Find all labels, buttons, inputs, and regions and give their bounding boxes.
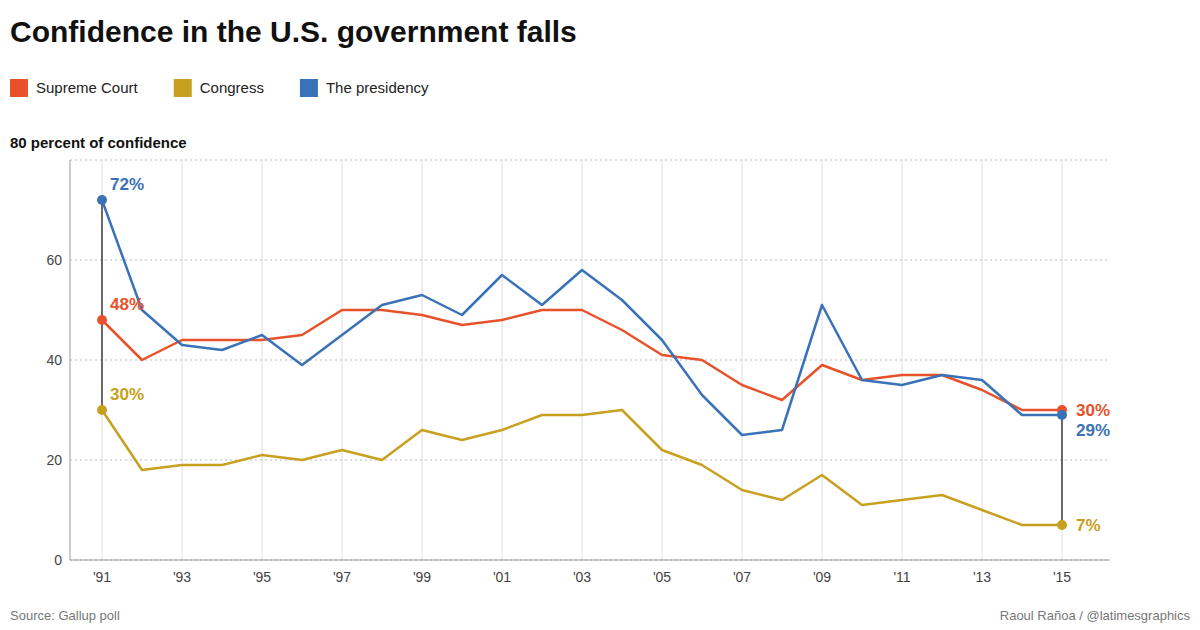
x-axis-line bbox=[70, 560, 1110, 561]
y-tick-label: 20 bbox=[46, 452, 62, 468]
x-tick-label: '07 bbox=[733, 569, 751, 585]
x-tick-label: '97 bbox=[333, 569, 351, 585]
data-label: 29% bbox=[1076, 421, 1110, 440]
series-line bbox=[102, 200, 1062, 435]
end-point bbox=[97, 195, 107, 205]
series-line bbox=[102, 410, 1062, 525]
data-label: 30% bbox=[1076, 401, 1110, 420]
legend-swatch bbox=[174, 79, 192, 97]
x-tick-label: '11 bbox=[893, 569, 910, 585]
range-connector bbox=[101, 200, 102, 410]
y-grid-line bbox=[70, 460, 1110, 461]
y-grid-line bbox=[70, 560, 1110, 561]
x-grid-line bbox=[102, 160, 103, 560]
x-tick-label: '15 bbox=[1053, 569, 1071, 585]
legend-label: Supreme Court bbox=[36, 79, 139, 96]
end-point bbox=[1057, 520, 1067, 530]
legend: Supreme Court Congress The presidency bbox=[10, 79, 429, 97]
data-label: 7% bbox=[1076, 516, 1101, 535]
data-label: 30% bbox=[110, 385, 144, 404]
x-tick-label: '93 bbox=[173, 569, 191, 585]
y-tick-label: 40 bbox=[46, 352, 62, 368]
source: Source: Gallup poll bbox=[10, 608, 120, 623]
credit: Raoul Rañoa / @latimesgraphics bbox=[1000, 608, 1191, 623]
x-tick-label: '99 bbox=[413, 569, 431, 585]
end-point bbox=[97, 405, 107, 415]
x-tick-label: '05 bbox=[653, 569, 671, 585]
title: Confidence in the U.S. government falls bbox=[10, 15, 577, 48]
x-tick-label: '01 bbox=[493, 569, 511, 585]
y-range-top bbox=[70, 160, 1110, 161]
series-line bbox=[102, 310, 1062, 410]
y-tick-label: 0 bbox=[54, 552, 62, 568]
y-tick-label: 60 bbox=[46, 252, 62, 268]
end-point bbox=[97, 315, 107, 325]
legend-label: The presidency bbox=[326, 79, 429, 96]
x-tick-label: '13 bbox=[973, 569, 991, 585]
x-tick-label: '95 bbox=[253, 569, 271, 585]
y-grid-line bbox=[70, 360, 1110, 361]
plot-area bbox=[97, 195, 1067, 530]
grid bbox=[70, 160, 1110, 560]
legend-swatch bbox=[10, 79, 28, 97]
legend-label: Congress bbox=[200, 79, 264, 96]
x-tick-label: '03 bbox=[573, 569, 591, 585]
data-labels: 48%30%72%30%29%7% bbox=[110, 175, 1110, 535]
data-label: 72% bbox=[110, 175, 144, 194]
x-tick-label: '09 bbox=[813, 569, 831, 585]
legend-swatch bbox=[300, 79, 318, 97]
range-connector bbox=[1061, 410, 1062, 525]
data-label: 48% bbox=[110, 295, 144, 314]
y-axis-label: 80 percent of confidence bbox=[10, 134, 187, 151]
y-axis-line bbox=[70, 160, 71, 560]
ticks: 0 20 40 60 '91 '93 '95 '97 '99 '01 '03 '05 '07 '09 '11… bbox=[46, 252, 1071, 585]
end-point bbox=[1057, 410, 1067, 420]
x-tick-label: '91 bbox=[93, 569, 111, 585]
chart: Confidence in the U.S. government falls S… bbox=[0, 0, 1200, 630]
y-grid-line bbox=[70, 260, 1110, 261]
